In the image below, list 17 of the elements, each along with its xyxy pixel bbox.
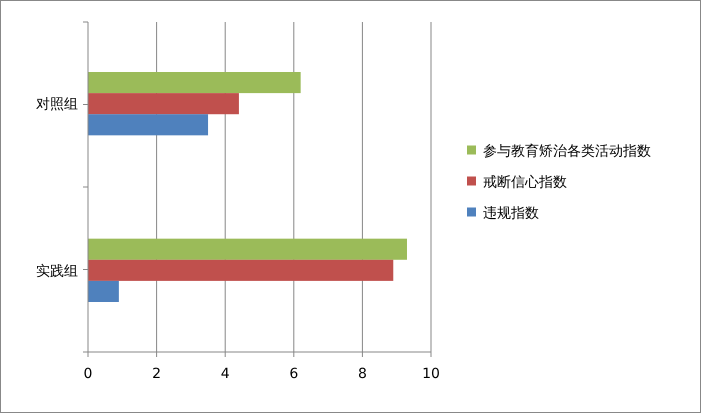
x-tick-label: 4 [220,366,230,382]
x-tick-label: 0 [84,366,92,382]
legend-label: 参与教育矫治各类活动指数 [483,142,651,160]
bar [88,238,407,260]
bar [88,260,394,281]
bar [88,280,119,302]
x-tick-label: 2 [152,366,162,382]
bar [88,93,239,114]
legend-label: 戒断信心指数 [483,174,567,190]
bar [88,72,301,94]
bar [88,114,208,136]
y-tick-label: 对照组 [36,96,78,113]
legend-label: 违规指数 [483,206,539,222]
x-tick-label: 6 [289,366,298,382]
y-tick-label: 实践组 [36,263,78,280]
x-tick-label: 8 [358,366,367,382]
x-tick-label: 10 [422,366,440,382]
